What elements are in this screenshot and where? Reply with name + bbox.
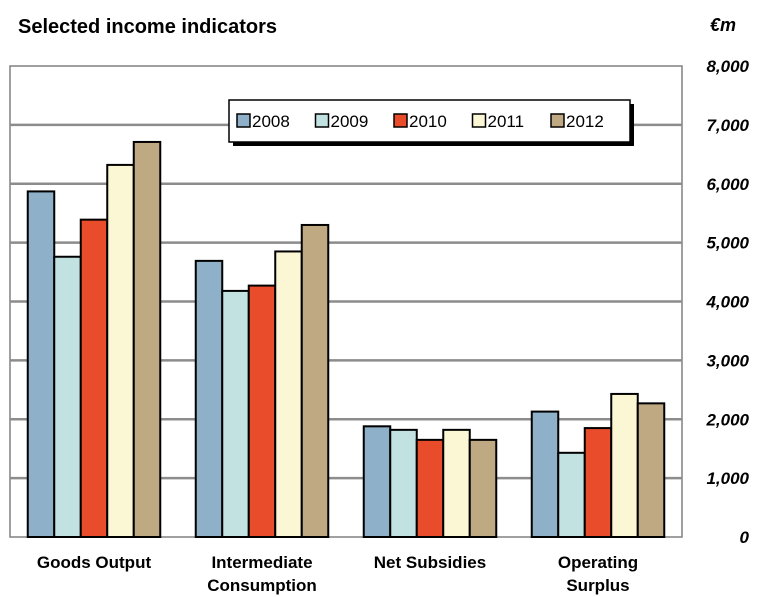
legend-label-2010: 2010 bbox=[409, 112, 447, 131]
bar-2012 bbox=[132, 140, 162, 538]
legend-swatch-2012 bbox=[550, 113, 565, 128]
legend-label-2008: 2008 bbox=[252, 112, 290, 131]
x-tick-label: Intermediate Consumption bbox=[207, 553, 317, 595]
legend-swatch-2010 bbox=[393, 113, 408, 128]
legend-swatch-2011 bbox=[471, 113, 487, 128]
bar-2008 bbox=[530, 410, 560, 538]
bars bbox=[26, 140, 666, 539]
bar-2009 bbox=[389, 428, 418, 538]
bar-2010 bbox=[583, 427, 613, 538]
legend-label-2009: 2009 bbox=[331, 112, 369, 131]
bar-2011 bbox=[610, 392, 639, 538]
bar-2009 bbox=[53, 255, 82, 538]
y-tick-label: 6,000 bbox=[706, 175, 749, 194]
y-axis-ticks: 0 1,000 2,000 3,000 4,000 5,000 6,000 7,000 8,00… bbox=[705, 57, 749, 547]
x-tick-label: Operating Surplus bbox=[558, 553, 638, 595]
legend-swatch-2009 bbox=[314, 113, 330, 128]
y-tick-label: 4,000 bbox=[705, 293, 749, 312]
bar-2008 bbox=[194, 259, 224, 538]
x-tick-label: Goods Output bbox=[37, 553, 152, 572]
bar-2012 bbox=[300, 223, 330, 538]
bar-2012 bbox=[636, 402, 666, 539]
bar-2008 bbox=[362, 425, 392, 538]
bar-2009 bbox=[557, 451, 586, 538]
y-tick-label: 8,000 bbox=[706, 57, 749, 76]
bar-2010 bbox=[247, 284, 277, 539]
legend-label-2012: 2012 bbox=[566, 112, 604, 131]
chart-title: Selected income indicators bbox=[18, 16, 277, 38]
y-tick-label: 3,000 bbox=[706, 351, 749, 370]
bar-2009 bbox=[221, 289, 250, 538]
y-tick-label: 2,000 bbox=[705, 410, 749, 429]
y-tick-label: 1,000 bbox=[706, 469, 749, 488]
legend-label-2011: 2011 bbox=[488, 112, 525, 131]
unit-label: €m bbox=[710, 15, 736, 35]
bar-2011 bbox=[106, 163, 135, 538]
bar-2010 bbox=[79, 218, 109, 538]
bar-2012 bbox=[468, 438, 498, 539]
legend-swatch-2008 bbox=[236, 113, 251, 128]
legend: 2008 2009 2010 2011 2012 bbox=[228, 99, 634, 146]
bar-2011 bbox=[274, 250, 303, 539]
bar-2010 bbox=[415, 438, 445, 539]
x-axis-ticks: Goods Output Intermediate Consumption Net S… bbox=[37, 553, 638, 595]
y-tick-label: 5,000 bbox=[706, 234, 749, 253]
bar-2008 bbox=[26, 190, 56, 538]
x-tick-label: Net Subsidies bbox=[374, 553, 486, 572]
y-tick-label: 7,000 bbox=[706, 116, 749, 135]
bar-2011 bbox=[442, 428, 471, 538]
y-tick-label: 0 bbox=[740, 528, 750, 547]
